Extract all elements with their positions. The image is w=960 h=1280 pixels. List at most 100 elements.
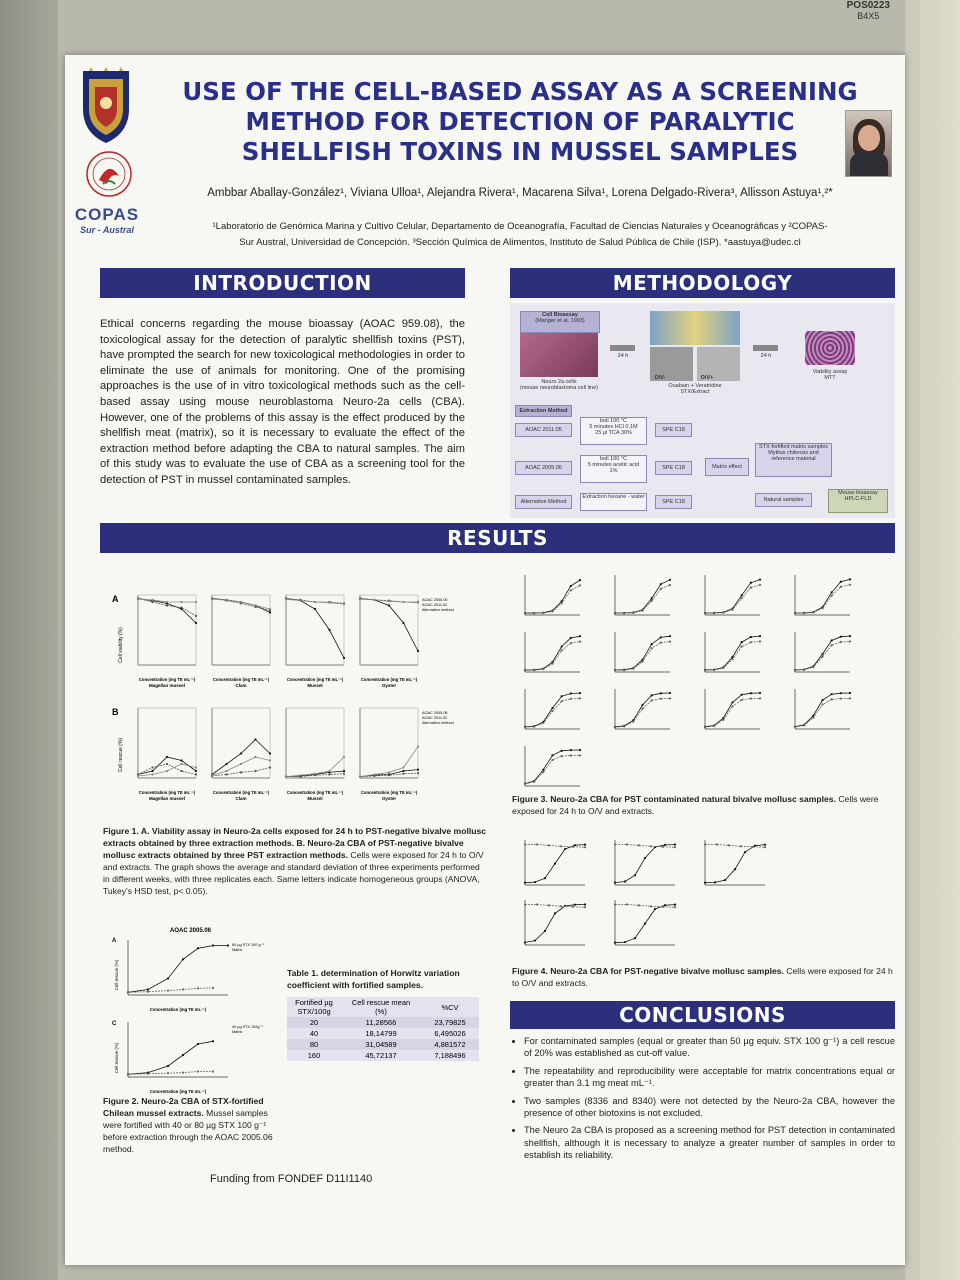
- data-point: [839, 697, 842, 700]
- data-point: [749, 635, 752, 639]
- data-point: [749, 697, 752, 700]
- data-point: [569, 584, 572, 588]
- data-point: [633, 874, 637, 877]
- affiliation-line-2: Sur Austral, Universidad de Concepción. …: [239, 237, 801, 248]
- plot-frame: [285, 707, 345, 779]
- data-point: [839, 635, 842, 638]
- data-point: [633, 937, 637, 940]
- data-point: [573, 844, 577, 847]
- data-point: [739, 845, 743, 848]
- data-point: [659, 636, 662, 639]
- data-point: [650, 694, 653, 697]
- arrow-right-icon: [610, 345, 635, 351]
- data-point: [180, 759, 183, 762]
- data-point: [803, 668, 806, 671]
- data-point: [551, 706, 554, 710]
- data-point: [166, 989, 170, 992]
- data-point: [551, 710, 554, 713]
- data-point: [523, 941, 527, 944]
- data-point: [578, 635, 582, 638]
- table-row: 20 11,28566 23,79825: [287, 1017, 479, 1028]
- figure-2-title: AOAC 2005.06: [170, 928, 212, 934]
- arrow-right-icon: [753, 345, 778, 351]
- data-point: [268, 611, 272, 614]
- poster-title: USE OF THE CELL-BASED ASSAY AS A SCREENI…: [145, 77, 895, 167]
- data-point: [848, 697, 852, 700]
- figure-4-caption-rest: Cells were exposed for 24 h to O/V and e…: [512, 966, 893, 988]
- data-point: [703, 843, 707, 846]
- legend-entry: Matrix: [232, 948, 242, 952]
- data-point: [661, 845, 665, 848]
- data-point: [848, 578, 852, 581]
- table-cell: 160: [287, 1050, 341, 1061]
- data-point: [551, 610, 554, 613]
- data-point: [632, 667, 635, 670]
- table-cell: 23,79825: [421, 1017, 479, 1028]
- data-point: [268, 607, 272, 611]
- funding-note: Funding from FONDEF D11I1140: [210, 1173, 373, 1185]
- table-cell: 40: [287, 1028, 341, 1039]
- data-point: [559, 905, 563, 908]
- series-line: [615, 844, 676, 848]
- data-point: [328, 769, 331, 773]
- m1-step-3: 25 µl TCA 30%: [595, 430, 632, 436]
- data-point: [560, 649, 563, 652]
- results-heading: RESULTS: [100, 523, 895, 553]
- panel-a-label: A: [112, 594, 119, 604]
- series-line: [524, 692, 581, 728]
- figure-4: [515, 835, 785, 960]
- data-point: [637, 904, 641, 907]
- series-line: [525, 579, 581, 614]
- table-cell: 4,881572: [421, 1039, 479, 1050]
- table-header-cell: Fortified µg STX/100g: [287, 997, 341, 1017]
- data-point: [668, 583, 672, 587]
- data-point: [637, 844, 641, 847]
- data-point: [571, 845, 575, 848]
- data-point: [166, 1072, 170, 1075]
- panel-name: Oyster: [382, 683, 397, 688]
- data-point: [225, 773, 228, 776]
- data-point: [578, 579, 582, 582]
- method-aoac-2005: AOAC 2005.06: [515, 461, 572, 475]
- data-point: [623, 668, 626, 672]
- data-point: [578, 584, 582, 587]
- data-point: [358, 775, 362, 778]
- data-point: [180, 600, 183, 604]
- data-point: [387, 771, 391, 774]
- data-point: [713, 724, 716, 728]
- data-point: [713, 668, 716, 672]
- data-point: [373, 773, 376, 776]
- data-point: [663, 904, 667, 907]
- table-1-caption: Table 1. determination of Horwitz variat…: [287, 968, 460, 990]
- data-point: [225, 769, 228, 773]
- methodology-diagram: Cell Bioassay (Manger et al. 1993) Neuro…: [510, 303, 895, 518]
- data-point: [793, 725, 797, 729]
- data-point: [328, 601, 331, 604]
- figure-1-caption-rest: Cells were exposed for 24 h to O/V and e…: [103, 850, 484, 896]
- data-point: [583, 843, 587, 846]
- data-point: [569, 697, 572, 700]
- data-point: [821, 655, 824, 658]
- series-line: [127, 987, 214, 993]
- m1-step-1: boil 100 °C: [600, 418, 627, 424]
- viability-label: Viability assay: [812, 369, 848, 375]
- data-point: [632, 720, 635, 723]
- data-point: [753, 844, 757, 847]
- data-point: [547, 904, 551, 907]
- ov-plus-label: O/V+: [700, 375, 714, 381]
- data-point: [239, 752, 243, 755]
- m1-step-2: 5 minutes HCl 0,1M: [589, 424, 638, 430]
- figure-2-caption-bold: Figure 2. Neuro-2a CBA of STX-fortified …: [103, 1096, 264, 1118]
- data-point: [342, 755, 346, 759]
- data-point: [673, 906, 677, 909]
- data-point: [299, 774, 302, 777]
- series-line: [705, 844, 766, 848]
- table-cell: 31,04589: [341, 1039, 421, 1050]
- plot-frame: [137, 594, 197, 666]
- neuro-cells-caption: Neuro 2a cells (mouse neuroblastoma cell…: [520, 379, 598, 393]
- data-point: [623, 940, 627, 944]
- figure-3-caption-rest: Cells were exposed for 24 h to O/V and e…: [512, 794, 879, 816]
- series-line: [359, 772, 419, 777]
- data-point: [560, 602, 563, 605]
- data-point: [239, 762, 243, 766]
